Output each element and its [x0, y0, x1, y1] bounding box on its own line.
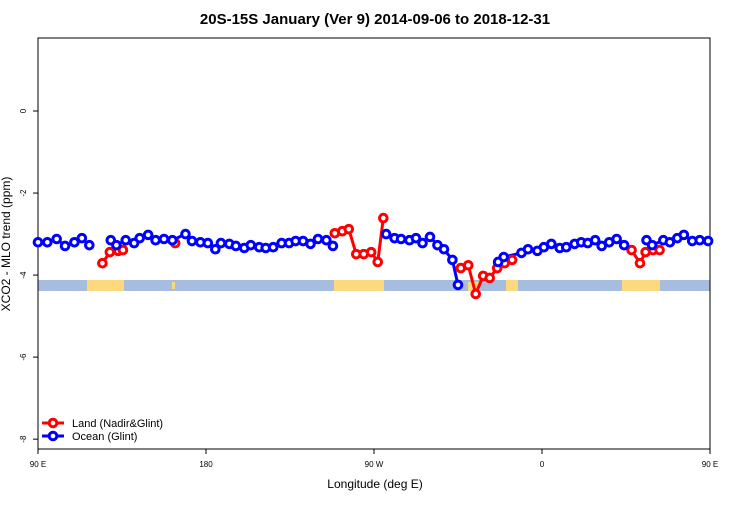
data-point — [395, 233, 407, 245]
land-strip — [172, 282, 175, 289]
land-strip — [506, 280, 518, 291]
data-point — [180, 228, 191, 240]
data-point — [372, 256, 384, 268]
data-point — [618, 239, 630, 251]
legend-label: Land (Nadir&Glint) — [72, 418, 163, 430]
data-point — [611, 233, 622, 245]
data-point — [546, 238, 557, 250]
data-point — [702, 235, 714, 247]
data-point — [69, 236, 80, 248]
data-point — [167, 234, 178, 246]
data-point — [42, 236, 53, 248]
data-point — [312, 233, 324, 245]
data-point — [438, 243, 450, 255]
land-strip — [334, 280, 384, 291]
x-tick-label: 90 E — [702, 460, 718, 469]
data-point — [210, 243, 221, 255]
data-point — [424, 231, 436, 243]
y-tick-label: -2 — [19, 189, 28, 197]
data-point — [470, 288, 482, 300]
data-point — [664, 236, 676, 248]
data-point — [506, 254, 518, 266]
data-point — [634, 257, 646, 269]
x-tick-label: 90 E — [30, 460, 46, 469]
data-point — [202, 237, 214, 249]
points — [32, 212, 714, 300]
data-point — [678, 229, 690, 241]
data-point — [230, 240, 242, 252]
data-point — [117, 244, 129, 256]
data-point — [76, 232, 88, 244]
data-point — [417, 237, 428, 249]
x-tick-label: 180 — [199, 460, 213, 469]
data-point — [365, 246, 377, 258]
x-axis-label: Longitude (deg E) — [327, 477, 422, 491]
data-point — [646, 239, 658, 251]
data-point — [498, 251, 510, 263]
data-point — [97, 257, 108, 269]
legend-label: Ocean (Glint) — [72, 431, 137, 443]
data-point — [84, 239, 95, 251]
data-point — [462, 259, 474, 271]
data-point — [694, 234, 706, 246]
data-point — [32, 236, 44, 248]
y-tick-label: -8 — [19, 435, 28, 443]
data-point — [589, 234, 601, 246]
data-point — [447, 254, 458, 266]
y-tick-label: 0 — [19, 108, 28, 113]
data-point — [134, 232, 146, 244]
land-strip — [622, 280, 660, 291]
data-point — [321, 234, 332, 246]
data-point — [378, 212, 389, 224]
y-tick-label: -6 — [19, 353, 28, 361]
legend-marker — [47, 430, 59, 442]
data-point — [215, 237, 227, 249]
data-point — [158, 233, 170, 245]
data-point — [245, 239, 257, 251]
y-tick-label: -4 — [19, 271, 28, 279]
data-point — [410, 232, 422, 244]
x-tick-label: 90 W — [365, 460, 384, 469]
data-point — [267, 241, 279, 253]
legend-marker — [47, 417, 59, 429]
data-point — [327, 240, 339, 252]
data-point — [626, 244, 637, 256]
data-point — [150, 234, 161, 246]
data-point — [120, 234, 132, 246]
x-tick-label: 0 — [540, 460, 545, 469]
data-point — [452, 279, 464, 291]
data-point — [484, 272, 496, 284]
data-point — [522, 243, 534, 255]
data-point — [654, 244, 665, 256]
data-point — [111, 239, 122, 251]
data-point — [142, 229, 154, 241]
data-point — [343, 223, 355, 235]
land-strip — [87, 280, 124, 291]
data-point — [186, 235, 198, 247]
data-point — [104, 246, 116, 258]
chart-title: 20S-15S January (Ver 9) 2014-09-06 to 20… — [200, 11, 550, 28]
data-point — [59, 240, 71, 252]
data-point — [380, 228, 392, 240]
surface-strip — [38, 280, 710, 291]
data-point — [560, 241, 572, 253]
y-axis-label: XCO2 - MLO trend (ppm) — [0, 177, 13, 312]
data-point — [51, 233, 62, 245]
data-point — [305, 238, 316, 250]
